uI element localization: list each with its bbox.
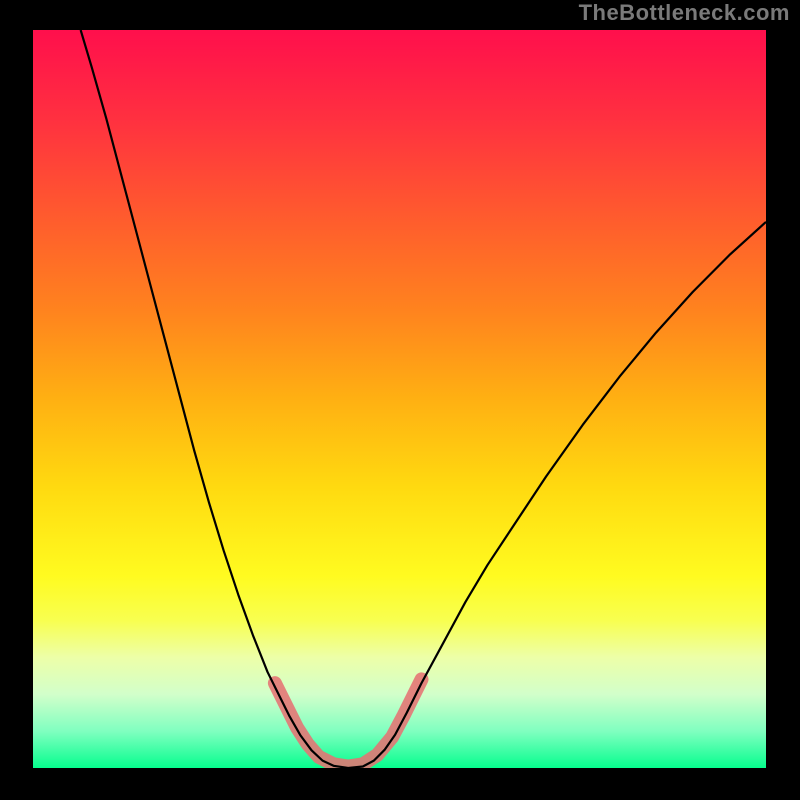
watermark-text: TheBottleneck.com [579, 0, 790, 26]
bottleneck-chart [33, 30, 766, 768]
chart-background [33, 30, 766, 768]
